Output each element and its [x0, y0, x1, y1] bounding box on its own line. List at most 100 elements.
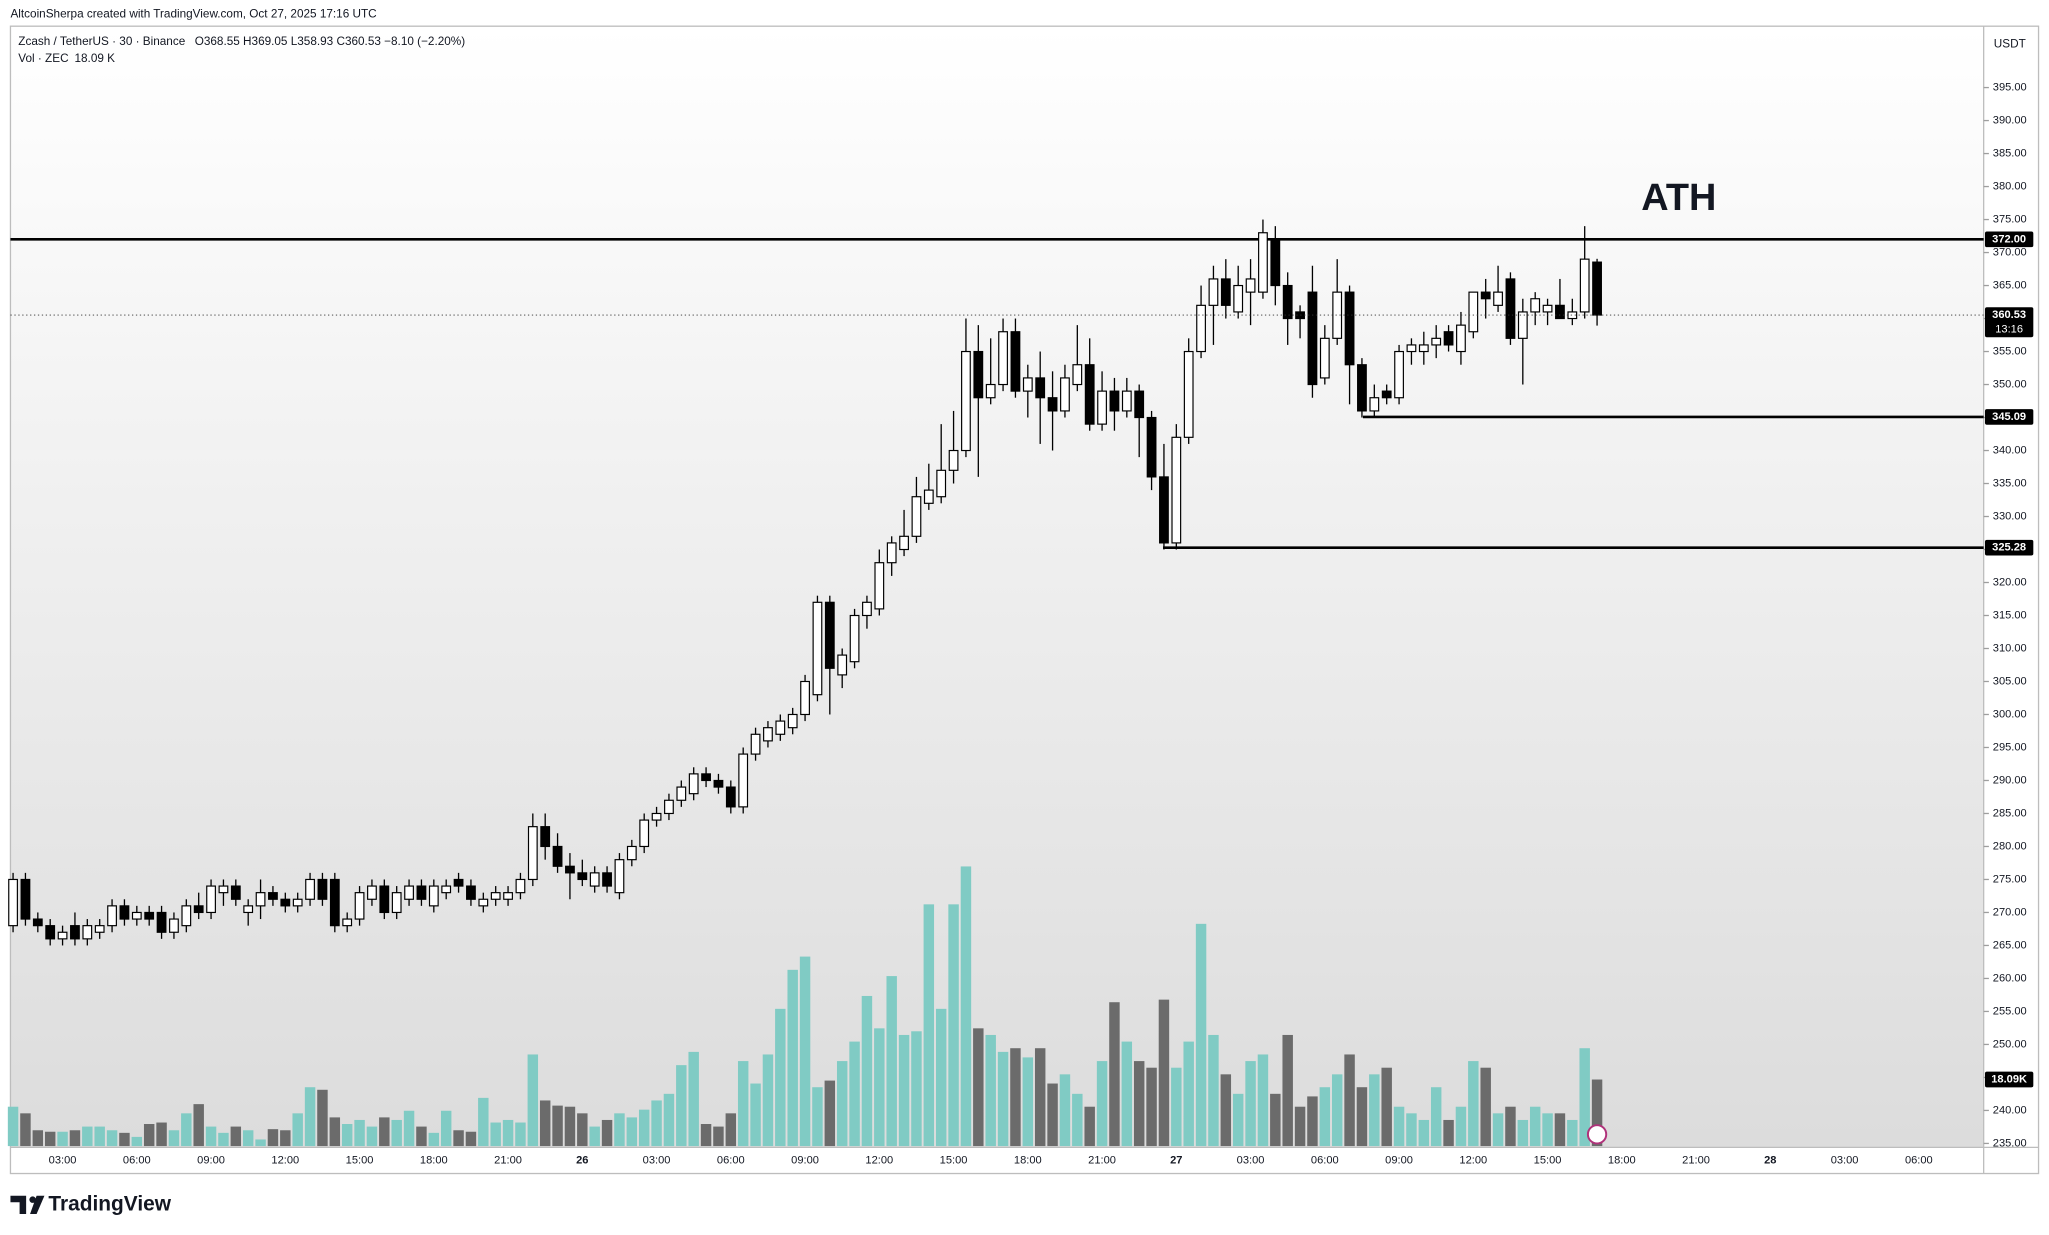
candle-body	[886, 542, 897, 564]
x-tick-label: 18:00	[420, 1154, 448, 1166]
candle-body	[1196, 304, 1206, 353]
y-tick-label: 330.00	[1993, 510, 2027, 522]
y-tick-label: 275.00	[1993, 873, 2027, 885]
candle-body	[317, 878, 328, 900]
volume-bar	[1418, 1119, 1430, 1147]
volume-bar	[57, 1131, 68, 1147]
candle-body	[626, 845, 637, 861]
volume-bar	[1059, 1074, 1071, 1147]
candle-body	[292, 898, 303, 907]
candle-body	[144, 911, 155, 920]
x-tick-label: 06:00	[123, 1154, 151, 1166]
volume-bar	[1480, 1067, 1491, 1147]
candle-body	[503, 892, 513, 900]
candle-body	[1258, 232, 1268, 293]
candle-body	[379, 885, 390, 914]
x-tick-label: 27	[1170, 1154, 1182, 1166]
volume-bar	[416, 1126, 427, 1147]
y-tick-label: 385.00	[1993, 147, 2027, 159]
volume-bar	[824, 1080, 836, 1147]
candle-body	[1530, 298, 1541, 313]
volume-bar	[502, 1119, 514, 1147]
y-tick-label: 370.00	[1993, 246, 2027, 258]
volume-bar	[465, 1131, 477, 1147]
x-tick-label: 15:00	[346, 1154, 374, 1166]
volume-bar	[527, 1054, 539, 1147]
volume-bar	[428, 1132, 440, 1147]
candle-body	[329, 878, 340, 927]
volume-bar	[106, 1130, 118, 1147]
volume-bar	[1579, 1048, 1590, 1147]
candle-body	[1121, 390, 1132, 412]
y-tick-label: 255.00	[1993, 1005, 2027, 1017]
y-tick-label: 335.00	[1993, 477, 2027, 489]
candle-body	[577, 872, 588, 881]
volume-bar	[1393, 1106, 1405, 1147]
volume-bar	[230, 1126, 242, 1147]
x-tick-label: 03:00	[49, 1154, 77, 1166]
volume-bar	[515, 1122, 526, 1147]
candle-body	[82, 925, 93, 940]
candle-body	[1270, 238, 1281, 287]
candle-body	[552, 845, 563, 867]
candle-body	[812, 601, 823, 696]
volume-bar	[379, 1117, 390, 1147]
volume-bar	[589, 1126, 600, 1147]
candle-body	[1072, 364, 1083, 386]
symbol-title: Zcash / TetherUS · 30 · Binance	[18, 35, 185, 48]
volume-bar	[1121, 1041, 1133, 1147]
volume-bar	[1406, 1113, 1417, 1147]
volume-bar	[1047, 1083, 1058, 1147]
candle-body	[1381, 390, 1392, 399]
y-tick-label: 340.00	[1993, 444, 2027, 456]
y-tick-label: 270.00	[1993, 906, 2027, 918]
level-label: 325.28	[1992, 542, 2026, 554]
x-tick-label: 03:00	[1237, 1154, 1265, 1166]
volume-bar	[898, 1034, 910, 1147]
candle-body	[1431, 337, 1442, 346]
volume-bar	[1307, 1096, 1318, 1147]
candle-body	[1146, 416, 1157, 478]
candle-body	[1022, 377, 1033, 392]
candle-body	[354, 892, 365, 920]
volume-bar	[403, 1110, 415, 1147]
volume-bar	[1505, 1106, 1516, 1147]
candle-body	[1134, 390, 1145, 419]
y-tick-label: 350.00	[1993, 378, 2027, 390]
candle-body	[1456, 324, 1466, 353]
candle-body	[775, 720, 786, 735]
candle-body	[441, 885, 452, 894]
candle-body	[1233, 284, 1244, 313]
volume-bar	[304, 1087, 316, 1147]
volume-bar	[960, 866, 972, 1147]
candle-body	[466, 885, 476, 900]
candle-body	[961, 350, 971, 452]
candle-body	[701, 773, 711, 782]
volume-bar	[1084, 1106, 1095, 1147]
volume-bar	[119, 1132, 130, 1147]
volume-bar	[1542, 1113, 1553, 1147]
last-volume-tag	[1984, 1071, 2034, 1088]
candle-body	[1047, 397, 1058, 412]
candle-body	[391, 892, 402, 914]
volume-bar	[1517, 1119, 1529, 1147]
volume-label: Vol · ZEC	[18, 52, 69, 65]
candle-body	[725, 786, 736, 808]
volume-bar	[911, 1031, 922, 1147]
candle-body	[1357, 364, 1367, 412]
volume-bar	[242, 1130, 254, 1147]
volume-bar	[601, 1119, 613, 1147]
candle-body	[527, 826, 538, 881]
volume-bar	[737, 1061, 749, 1147]
volume-bar	[1319, 1087, 1331, 1147]
ath-annotation: ATH	[1641, 177, 1716, 219]
candle-body	[1208, 278, 1219, 306]
volume-bar	[1282, 1034, 1293, 1147]
level-tag	[1984, 539, 2034, 556]
candle-body	[1579, 258, 1590, 313]
volume-bar	[775, 1008, 786, 1147]
volume-bar	[861, 995, 873, 1147]
candles	[8, 219, 1602, 946]
